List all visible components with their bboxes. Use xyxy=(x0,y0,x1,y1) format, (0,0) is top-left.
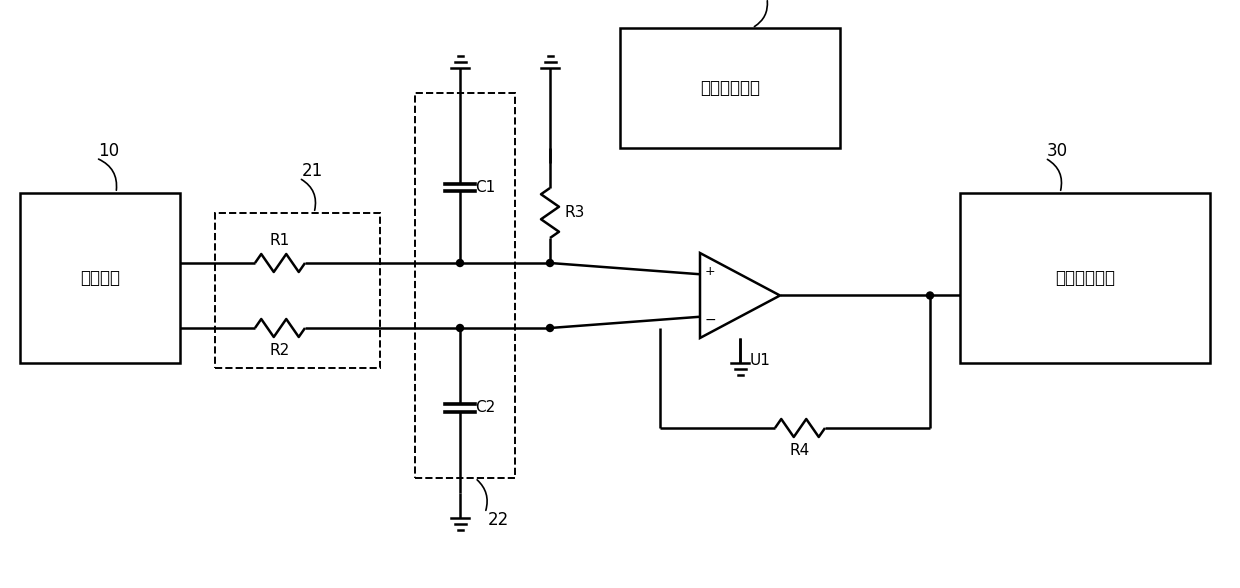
Text: U1: U1 xyxy=(750,353,771,368)
Text: 隔离放大电路: 隔离放大电路 xyxy=(1055,269,1115,287)
Bar xyxy=(415,93,515,478)
Text: R1: R1 xyxy=(270,233,290,248)
Bar xyxy=(960,193,1210,363)
Text: 采样电源电路: 采样电源电路 xyxy=(701,79,760,97)
Text: −: − xyxy=(704,313,715,327)
Text: R3: R3 xyxy=(565,205,585,220)
Text: 50: 50 xyxy=(770,0,791,2)
Text: R4: R4 xyxy=(790,443,810,458)
Text: +: + xyxy=(704,265,715,278)
Text: R2: R2 xyxy=(270,343,290,358)
Text: C2: C2 xyxy=(475,400,495,416)
Text: 采样电路: 采样电路 xyxy=(81,269,120,287)
Circle shape xyxy=(547,325,553,332)
Circle shape xyxy=(926,292,934,299)
Text: 21: 21 xyxy=(303,162,324,180)
Text: C1: C1 xyxy=(475,181,495,195)
Circle shape xyxy=(456,325,464,332)
Circle shape xyxy=(547,259,553,266)
Bar xyxy=(20,193,180,363)
Text: 30: 30 xyxy=(1047,142,1068,160)
Text: 10: 10 xyxy=(98,142,119,160)
Circle shape xyxy=(456,259,464,266)
Bar xyxy=(215,213,379,368)
Text: 22: 22 xyxy=(489,511,510,529)
Polygon shape xyxy=(701,253,780,338)
Bar xyxy=(620,28,839,148)
